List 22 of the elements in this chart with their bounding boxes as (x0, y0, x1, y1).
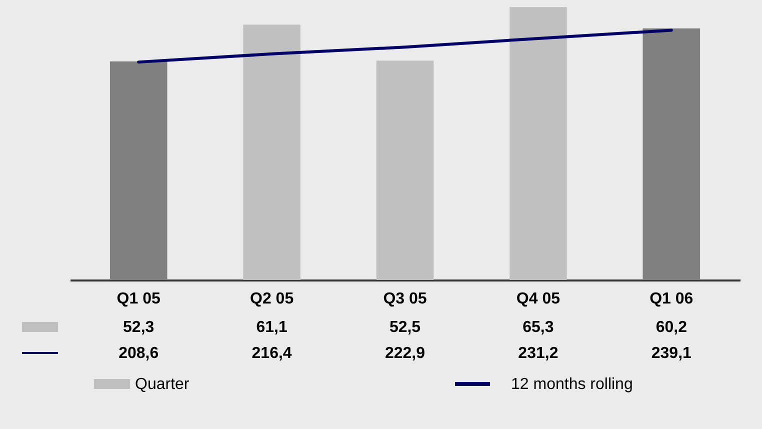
data-label: 208,6 (118, 345, 159, 362)
legend-label: Quarter (135, 376, 190, 393)
x-tick-label: Q1 06 (650, 290, 694, 308)
bar (243, 24, 300, 280)
x-tick-label: Q1 05 (116, 290, 160, 308)
data-label: 61,1 (256, 319, 288, 336)
data-label: 60,2 (656, 319, 688, 336)
bar (110, 61, 168, 280)
bar (376, 60, 434, 280)
data-label: 216,4 (252, 345, 292, 362)
data-label: 65,3 (522, 319, 554, 336)
data-label: 231,2 (518, 345, 558, 362)
x-tick-label: Q2 05 (250, 290, 294, 308)
data-label: 222,9 (384, 345, 426, 362)
bar (510, 7, 567, 280)
data-label: 52,3 (123, 319, 154, 336)
x-tick-label: Q4 05 (516, 290, 560, 308)
bar (642, 28, 700, 280)
data-label: 239,1 (651, 345, 692, 362)
legend-label: 12 months rolling (511, 376, 633, 393)
x-tick-label: Q3 05 (383, 290, 427, 308)
data-label: 52,5 (389, 319, 421, 336)
